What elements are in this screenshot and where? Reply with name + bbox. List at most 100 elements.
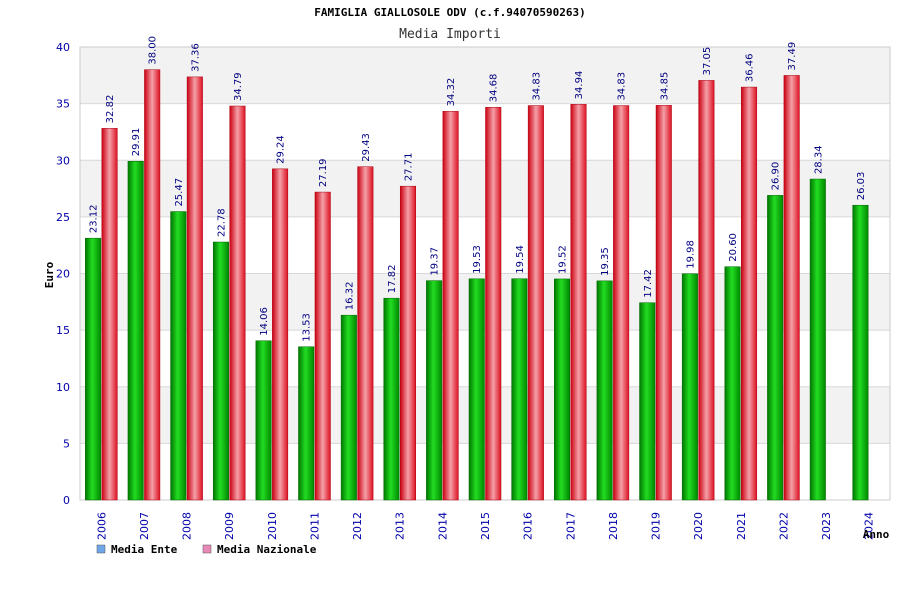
value-label-ente: 19.52 bbox=[558, 245, 569, 274]
value-label-ente: 19.35 bbox=[600, 247, 611, 276]
value-label-nazionale: 38.00 bbox=[148, 36, 159, 65]
value-label-ente: 28.34 bbox=[813, 145, 824, 174]
value-label-ente: 26.90 bbox=[771, 162, 782, 191]
bar-media-ente bbox=[681, 273, 698, 501]
value-label-ente: 19.37 bbox=[430, 247, 441, 276]
x-axis-label: Anno bbox=[863, 528, 890, 541]
value-label-ente: 25.47 bbox=[174, 178, 185, 207]
bar-media-ente bbox=[340, 314, 357, 501]
x-tick-label: 2015 bbox=[479, 512, 492, 540]
bar-media-ente bbox=[426, 280, 443, 501]
value-label-nazionale: 34.83 bbox=[531, 72, 542, 101]
value-label-nazionale: 36.46 bbox=[745, 53, 756, 82]
bar-media-ente bbox=[852, 204, 869, 501]
value-label-ente: 19.53 bbox=[472, 245, 483, 274]
x-tick-label: 2016 bbox=[522, 512, 535, 540]
value-label-ente: 19.98 bbox=[685, 240, 696, 269]
x-tick-label: 2012 bbox=[351, 512, 364, 540]
x-tick-label: 2013 bbox=[394, 512, 407, 540]
bar-media-ente bbox=[298, 346, 315, 501]
bar-media-nazionale bbox=[186, 76, 203, 501]
bar-media-ente bbox=[85, 237, 102, 501]
value-label-nazionale: 34.79 bbox=[233, 72, 244, 101]
bar-media-ente bbox=[170, 211, 187, 501]
x-tick-label: 2010 bbox=[266, 512, 279, 540]
value-label-ente: 19.54 bbox=[515, 245, 526, 274]
value-label-ente: 20.60 bbox=[728, 233, 739, 262]
y-axis-label: Euro bbox=[43, 261, 56, 288]
bar-media-ente bbox=[639, 302, 656, 501]
bar-media-ente bbox=[127, 161, 144, 501]
bar-media-nazionale bbox=[144, 69, 161, 501]
bar-media-nazionale bbox=[314, 191, 331, 501]
x-tick-label: 2020 bbox=[692, 512, 705, 540]
x-tick-label: 2014 bbox=[436, 512, 449, 540]
x-tick-label: 2018 bbox=[607, 512, 620, 540]
value-label-ente: 17.82 bbox=[387, 265, 398, 294]
bar-media-ente bbox=[724, 266, 741, 501]
bar-media-nazionale bbox=[570, 104, 587, 501]
chart-subtitle: Media Importi bbox=[399, 27, 501, 42]
bar-media-nazionale bbox=[613, 105, 630, 501]
bar-media-nazionale bbox=[527, 105, 544, 501]
bar-media-nazionale bbox=[485, 106, 502, 501]
x-tick-label: 2006 bbox=[95, 512, 108, 540]
bar-media-ente bbox=[468, 278, 485, 501]
plot-border bbox=[79, 46, 891, 501]
value-label-nazionale: 34.32 bbox=[446, 78, 457, 107]
bar-media-ente bbox=[212, 241, 229, 501]
y-tick-label: 25 bbox=[56, 211, 70, 224]
legend-label: Media Ente bbox=[111, 543, 178, 556]
bar-media-ente bbox=[511, 278, 528, 501]
chart-title: FAMIGLIA GIALLOSOLE ODV (c.f.94070590263… bbox=[314, 6, 586, 19]
value-label-nazionale: 32.82 bbox=[105, 95, 116, 124]
value-label-ente: 14.06 bbox=[259, 307, 270, 336]
x-tick-label: 2022 bbox=[777, 512, 790, 540]
value-label-nazionale: 37.05 bbox=[702, 47, 713, 76]
bar-media-nazionale bbox=[399, 185, 416, 501]
x-tick-label: 2009 bbox=[223, 512, 236, 540]
x-tick-label: 2019 bbox=[650, 512, 663, 540]
value-label-ente: 23.12 bbox=[89, 205, 100, 234]
bar-media-nazionale bbox=[783, 75, 800, 501]
y-tick-label: 20 bbox=[56, 268, 70, 281]
y-tick-label: 40 bbox=[56, 41, 70, 54]
bar-media-nazionale bbox=[229, 105, 246, 501]
x-axis: 2006 2007 2008 2009 2010 2011 2012 2013 2014 2015… bbox=[95, 512, 875, 540]
bar-media-ente bbox=[554, 278, 571, 501]
value-label-nazionale: 29.24 bbox=[276, 135, 287, 164]
bar-media-nazionale bbox=[655, 105, 672, 501]
value-label-nazionale: 34.94 bbox=[574, 71, 585, 100]
bars-group: 23.12 32.82 29.91 38.00 25.47 37.36 22.78 34.79… bbox=[85, 36, 869, 501]
bar-media-nazionale bbox=[101, 128, 118, 501]
legend-label: Media Nazionale bbox=[217, 543, 317, 556]
legend-swatch bbox=[96, 544, 106, 554]
y-tick-label: 10 bbox=[56, 381, 70, 394]
value-label-ente: 26.03 bbox=[856, 172, 867, 201]
value-label-nazionale: 34.85 bbox=[659, 72, 670, 101]
value-label-nazionale: 27.19 bbox=[318, 158, 329, 187]
y-axis: 0 5 10 15 20 25 30 35 40 bbox=[56, 41, 70, 507]
x-tick-label: 2007 bbox=[138, 512, 151, 540]
legend-swatch bbox=[202, 544, 212, 554]
value-label-nazionale: 34.83 bbox=[617, 72, 628, 101]
value-label-ente: 13.53 bbox=[302, 313, 313, 342]
y-tick-label: 0 bbox=[63, 494, 70, 507]
y-tick-label: 35 bbox=[56, 98, 70, 111]
legend: Media Ente Media Nazionale bbox=[96, 543, 317, 556]
bar-media-ente bbox=[255, 340, 272, 501]
value-label-ente: 17.42 bbox=[643, 269, 654, 298]
value-label-nazionale: 29.43 bbox=[361, 133, 372, 162]
x-tick-label: 2024 bbox=[863, 512, 876, 540]
y-tick-label: 30 bbox=[56, 154, 70, 167]
bar-media-nazionale bbox=[698, 80, 715, 501]
bar-media-nazionale bbox=[272, 168, 289, 501]
value-label-nazionale: 34.68 bbox=[489, 74, 500, 103]
value-label-ente: 16.32 bbox=[344, 282, 355, 311]
value-label-nazionale: 37.49 bbox=[787, 42, 798, 71]
bar-media-ente bbox=[596, 280, 613, 501]
x-tick-label: 2021 bbox=[735, 512, 748, 540]
bar-media-ente bbox=[767, 195, 784, 501]
bar-media-ente bbox=[809, 178, 826, 501]
